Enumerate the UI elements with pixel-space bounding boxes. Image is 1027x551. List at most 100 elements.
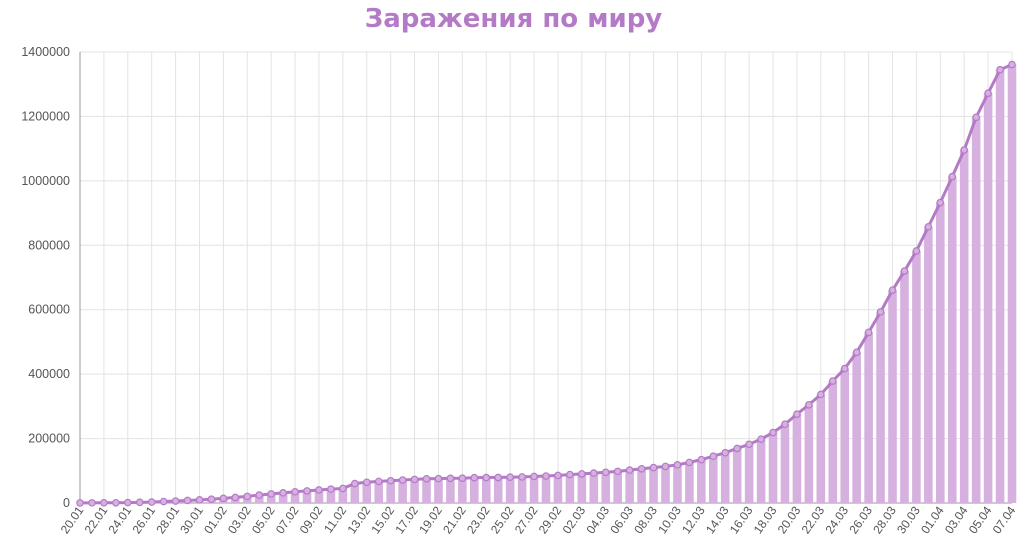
bar — [517, 476, 527, 503]
data-point — [494, 473, 503, 482]
bar — [804, 404, 814, 503]
data-point — [637, 464, 646, 473]
data-point — [566, 470, 574, 479]
bar — [362, 482, 372, 503]
y-tick-label: 0 — [63, 496, 70, 510]
x-tick-label: 28.01 — [153, 503, 182, 536]
data-point — [661, 462, 670, 471]
data-point — [948, 172, 957, 181]
y-tick-label: 1200000 — [21, 109, 70, 123]
data-point — [243, 492, 252, 501]
data-point — [542, 472, 550, 480]
data-point — [482, 473, 491, 482]
data-point — [805, 400, 813, 409]
points-layer — [76, 60, 1016, 507]
bar — [589, 473, 599, 503]
x-tick-label: 04.03 — [584, 503, 613, 536]
data-point — [362, 478, 371, 487]
data-point — [446, 474, 455, 483]
x-tick-label: 10.03 — [655, 503, 684, 536]
data-point — [422, 474, 431, 483]
data-point — [291, 487, 299, 496]
bar — [816, 394, 826, 503]
data-point — [554, 471, 562, 480]
bar — [983, 93, 993, 503]
data-point — [673, 461, 682, 469]
bar — [386, 480, 395, 503]
data-point — [327, 485, 335, 493]
data-point — [589, 469, 598, 477]
bar — [697, 459, 706, 503]
x-tick-label: 29.02 — [536, 503, 565, 536]
data-point — [781, 420, 789, 429]
x-tick-label: 19.02 — [416, 503, 445, 536]
bar — [768, 432, 778, 503]
data-point — [386, 476, 395, 485]
data-point — [398, 476, 407, 484]
data-point — [374, 477, 383, 486]
x-tick-label: 22.01 — [82, 503, 111, 536]
data-point — [924, 222, 933, 231]
x-tick-label: 15.02 — [368, 503, 397, 536]
x-tick-label: 26.01 — [129, 503, 158, 536]
x-tick-label: 30.01 — [177, 503, 206, 536]
y-tick-label: 1400000 — [21, 45, 70, 59]
x-tick-label: 07.02 — [273, 503, 302, 536]
data-point — [506, 473, 514, 481]
bar — [947, 176, 957, 504]
bar — [828, 381, 838, 503]
x-tick-label: 13.02 — [345, 503, 374, 536]
bar — [505, 477, 515, 503]
data-point — [267, 490, 275, 498]
data-point — [852, 348, 861, 357]
bar — [410, 479, 419, 503]
data-point — [279, 489, 287, 497]
data-point — [828, 377, 837, 385]
bar — [290, 491, 300, 503]
data-point — [303, 487, 311, 495]
x-tick-label: 14.03 — [703, 503, 732, 536]
bar — [529, 476, 539, 503]
bar — [601, 472, 611, 503]
data-point — [601, 468, 610, 477]
x-tick-label: 25.02 — [488, 503, 517, 536]
bar — [434, 478, 443, 503]
data-point — [709, 452, 718, 461]
data-point — [745, 440, 753, 449]
bar — [840, 368, 850, 503]
data-point — [757, 435, 765, 443]
bar — [995, 69, 1005, 503]
data-point — [112, 498, 120, 507]
bar — [637, 468, 646, 503]
data-point — [996, 65, 1004, 74]
chart-title: Заражения по миру — [364, 4, 663, 34]
bar — [732, 448, 742, 503]
bar — [493, 477, 503, 503]
x-axis-ticks: 20.0122.0124.0126.0128.0130.0101.0203.02… — [58, 503, 1019, 536]
data-point — [960, 146, 969, 154]
data-point — [972, 113, 980, 122]
x-tick-label: 28.03 — [870, 503, 899, 536]
bar — [470, 477, 479, 503]
bar — [422, 478, 431, 503]
bar — [481, 477, 491, 503]
data-point — [793, 410, 801, 419]
data-point — [697, 455, 706, 464]
data-point — [351, 479, 359, 488]
x-tick-label: 08.03 — [631, 503, 660, 536]
x-tick-label: 18.03 — [751, 503, 780, 536]
bar — [613, 471, 622, 503]
x-tick-label: 06.03 — [607, 503, 636, 536]
data-point — [912, 247, 921, 255]
x-tick-label: 11.02 — [321, 503, 349, 535]
data-point — [864, 328, 873, 337]
data-point — [123, 498, 132, 507]
x-tick-label: 30.03 — [894, 503, 923, 536]
data-point — [88, 499, 96, 507]
y-tick-label: 200000 — [28, 432, 70, 446]
bars-layer — [75, 64, 1017, 504]
bar — [864, 332, 873, 503]
data-point — [733, 444, 741, 453]
data-point — [195, 496, 204, 504]
bar — [278, 492, 288, 503]
